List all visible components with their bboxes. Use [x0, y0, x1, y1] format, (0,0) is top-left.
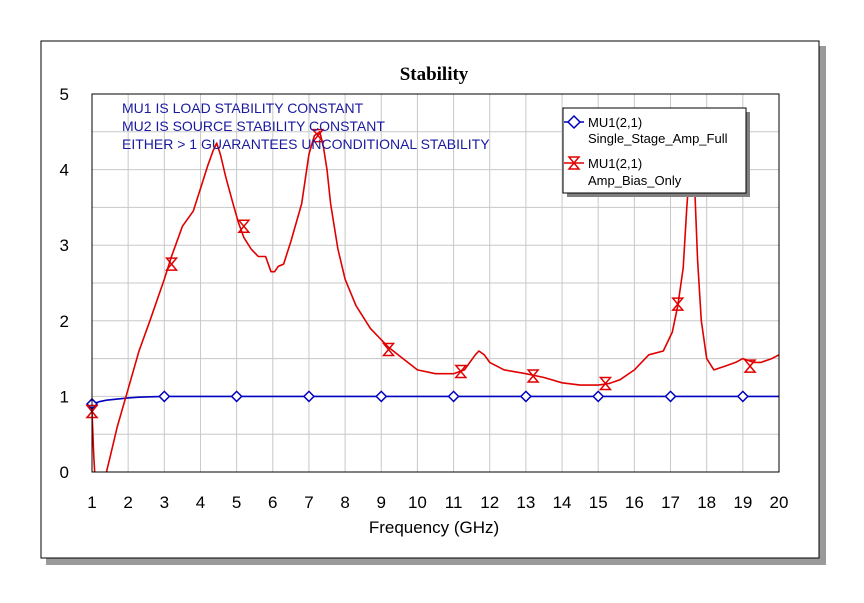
legend-marker-series-2 — [567, 156, 581, 170]
legend-name-series-1: MU1(2,1) — [588, 115, 642, 130]
series-1-marker — [447, 390, 460, 403]
series-1-marker — [302, 390, 316, 403]
x-tick-label: 12 — [480, 493, 499, 512]
series-2-marker — [454, 364, 468, 379]
series-1-marker — [158, 390, 171, 403]
x-tick-label: 5 — [232, 493, 241, 512]
series-1-marker — [375, 390, 388, 403]
x-tick-label: 17 — [661, 493, 680, 512]
plot-border — [91, 93, 780, 473]
x-tick-label: 4 — [196, 493, 205, 512]
x-tick-labels: 1 2 3 4 5 6 7 8 9 10 11 12 13 14 15 16 17 18 19 20 — [87, 493, 788, 512]
annotation-line-2: MU2 IS SOURCE STABILITY CONSTANT — [122, 118, 385, 134]
chart-title: Stability — [400, 64, 469, 85]
x-tick-label: 13 — [516, 493, 535, 512]
series-2-marker — [164, 257, 179, 271]
series-2-marker — [526, 369, 540, 383]
y-tick-label: 0 — [60, 463, 69, 482]
series-1-marker — [736, 390, 749, 403]
x-tick-label: 6 — [268, 493, 277, 512]
x-tick-label: 18 — [697, 493, 716, 512]
series-2-marker — [311, 128, 325, 143]
x-tick-label: 20 — [770, 493, 789, 512]
y-tick-label: 2 — [60, 312, 69, 331]
legend-sublabel-series-2: Amp_Bias_Only — [588, 173, 682, 188]
series-1-marker — [230, 390, 243, 403]
series-1-marker — [592, 390, 605, 403]
x-tick-label: 2 — [123, 493, 132, 512]
y-tick-label: 4 — [60, 161, 69, 180]
series-1-marker — [664, 390, 677, 403]
series-2-marker — [743, 359, 757, 373]
x-tick-label: 16 — [625, 493, 644, 512]
legend: MU1(2,1) Single_Stage_Amp_Full MU1(2,1) … — [562, 107, 750, 197]
x-tick-label: 10 — [408, 493, 427, 512]
annotation-line-3: EITHER > 1 GUARANTEES UNCONDITIONAL STAB… — [122, 136, 490, 152]
series-line-2 — [92, 131, 779, 472]
series-2-marker — [237, 219, 251, 234]
x-tick-label: 15 — [589, 493, 608, 512]
y-tick-label: 3 — [60, 236, 69, 255]
x-tick-label: 19 — [733, 493, 752, 512]
x-tick-label: 14 — [553, 493, 572, 512]
y-tick-label: 1 — [60, 387, 69, 406]
series-2-marker — [85, 404, 99, 419]
x-tick-label: 1 — [87, 493, 96, 512]
x-tick-label: 11 — [445, 493, 463, 512]
x-axis-label: Frequency (GHz) — [369, 518, 499, 537]
annotation-line-1: MU1 IS LOAD STABILITY CONSTANT — [122, 100, 364, 116]
x-tick-label: 9 — [377, 493, 386, 512]
series-2-marker — [671, 297, 685, 311]
x-tick-label: 8 — [340, 493, 349, 512]
x-tick-label: 3 — [160, 493, 169, 512]
x-tick-label: 7 — [304, 493, 313, 512]
legend-box — [562, 107, 747, 194]
series-2-marker — [381, 342, 396, 357]
series-1-marker — [519, 390, 532, 403]
y-tick-label: 5 — [60, 85, 69, 104]
legend-name-series-2: MU1(2,1) — [588, 156, 642, 171]
series-2-marker — [598, 376, 613, 391]
legend-marker-series-1 — [566, 114, 582, 130]
legend-sublabel-series-1: Single_Stage_Amp_Full — [588, 131, 728, 146]
y-tick-labels: 0 1 2 3 4 5 — [60, 85, 69, 482]
